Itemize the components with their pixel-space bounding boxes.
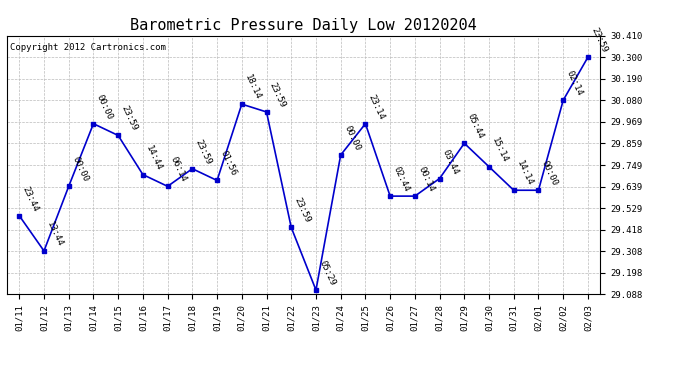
Text: 00:00: 00:00 xyxy=(540,159,560,188)
Text: 02:14: 02:14 xyxy=(564,69,584,98)
Text: 23:59: 23:59 xyxy=(589,26,609,54)
Text: 14:14: 14:14 xyxy=(515,159,535,188)
Text: 15:14: 15:14 xyxy=(491,136,510,164)
Text: 14:44: 14:44 xyxy=(144,144,164,172)
Text: 02:44: 02:44 xyxy=(391,165,411,194)
Text: 23:59: 23:59 xyxy=(293,196,312,225)
Text: 23:59: 23:59 xyxy=(119,105,139,133)
Text: 06:14: 06:14 xyxy=(169,155,188,183)
Text: 05:29: 05:29 xyxy=(317,259,337,287)
Text: 23:59: 23:59 xyxy=(194,138,213,166)
Text: Copyright 2012 Cartronics.com: Copyright 2012 Cartronics.com xyxy=(10,44,166,52)
Text: 18:14: 18:14 xyxy=(243,73,263,101)
Text: 03:44: 03:44 xyxy=(441,148,460,176)
Text: 13:44: 13:44 xyxy=(46,220,65,248)
Text: 23:44: 23:44 xyxy=(21,185,40,213)
Text: 00:00: 00:00 xyxy=(95,93,115,121)
Text: 00:14: 00:14 xyxy=(416,165,436,194)
Text: 00:00: 00:00 xyxy=(70,155,90,183)
Text: 00:00: 00:00 xyxy=(342,124,362,152)
Text: 23:59: 23:59 xyxy=(268,81,288,109)
Text: 23:14: 23:14 xyxy=(367,93,386,121)
Text: 05:44: 05:44 xyxy=(466,112,485,141)
Title: Barometric Pressure Daily Low 20120204: Barometric Pressure Daily Low 20120204 xyxy=(130,18,477,33)
Text: 01:56: 01:56 xyxy=(219,150,238,178)
